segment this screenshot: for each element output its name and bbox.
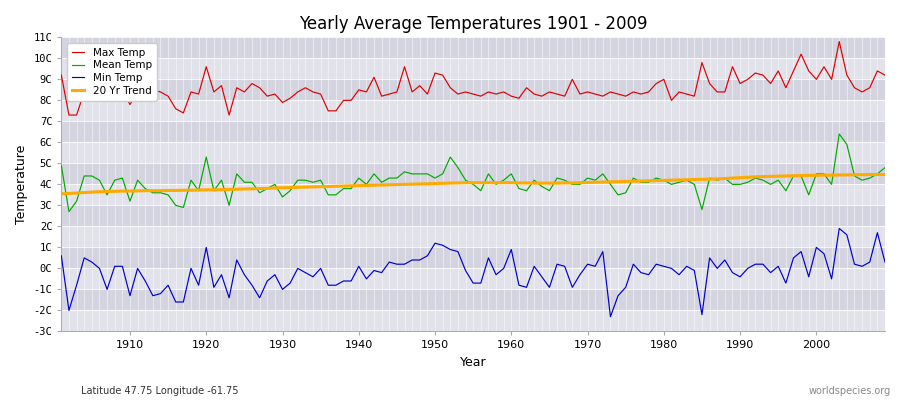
Min Temp — [56, 253, 67, 258]
20 Yr Trend — [117, 189, 128, 194]
Line: Min Temp: Min Temp — [61, 228, 885, 317]
Bar — [61, 226, 885, 247]
Y-axis label: Temperature: Temperature — [15, 145, 28, 224]
Max Temp — [124, 102, 135, 107]
Min Temp — [284, 281, 295, 286]
Bar — [61, 163, 885, 184]
Mean Temp — [124, 199, 135, 204]
Max Temp — [879, 73, 890, 78]
Line: Max Temp: Max Temp — [61, 42, 885, 115]
Mean Temp — [64, 209, 75, 214]
Bar — [61, 100, 885, 121]
Line: 20 Yr Trend: 20 Yr Trend — [61, 174, 885, 194]
Max Temp — [506, 94, 517, 98]
20 Yr Trend — [506, 180, 517, 185]
Text: worldspecies.org: worldspecies.org — [809, 386, 891, 396]
Bar — [61, 121, 885, 142]
Mean Temp — [514, 186, 525, 191]
Bar — [61, 58, 885, 79]
Bar — [61, 142, 885, 163]
Title: Yearly Average Temperatures 1901 - 2009: Yearly Average Temperatures 1901 - 2009 — [299, 15, 647, 33]
Mean Temp — [56, 163, 67, 168]
Max Temp — [292, 90, 303, 94]
20 Yr Trend — [864, 172, 875, 177]
Max Temp — [56, 73, 67, 78]
Min Temp — [506, 247, 517, 252]
Mean Temp — [879, 165, 890, 170]
Max Temp — [833, 39, 844, 44]
Min Temp — [879, 260, 890, 264]
Min Temp — [598, 249, 608, 254]
20 Yr Trend — [598, 180, 608, 184]
Max Temp — [64, 113, 75, 118]
Legend: Max Temp, Mean Temp, Min Temp, 20 Yr Trend: Max Temp, Mean Temp, Min Temp, 20 Yr Tre… — [67, 42, 157, 101]
Bar — [61, 247, 885, 268]
Text: Latitude 47.75 Longitude -61.75: Latitude 47.75 Longitude -61.75 — [81, 386, 239, 396]
Min Temp — [117, 264, 128, 269]
Mean Temp — [506, 172, 517, 176]
Max Temp — [514, 96, 525, 101]
Max Temp — [338, 98, 349, 103]
Min Temp — [833, 226, 844, 231]
Min Temp — [605, 314, 616, 319]
Bar — [61, 37, 885, 58]
Bar — [61, 290, 885, 310]
20 Yr Trend — [56, 192, 67, 196]
Mean Temp — [833, 132, 844, 136]
Bar — [61, 310, 885, 332]
20 Yr Trend — [499, 180, 509, 185]
Mean Temp — [338, 186, 349, 191]
Line: Mean Temp: Mean Temp — [61, 134, 885, 212]
X-axis label: Year: Year — [460, 356, 487, 369]
Bar — [61, 79, 885, 100]
Mean Temp — [292, 178, 303, 182]
20 Yr Trend — [330, 184, 341, 189]
Min Temp — [499, 266, 509, 271]
Max Temp — [605, 90, 616, 94]
20 Yr Trend — [284, 185, 295, 190]
Min Temp — [330, 283, 341, 288]
Bar — [61, 205, 885, 226]
20 Yr Trend — [879, 172, 890, 177]
Mean Temp — [605, 182, 616, 187]
Bar — [61, 268, 885, 290]
Bar — [61, 184, 885, 205]
